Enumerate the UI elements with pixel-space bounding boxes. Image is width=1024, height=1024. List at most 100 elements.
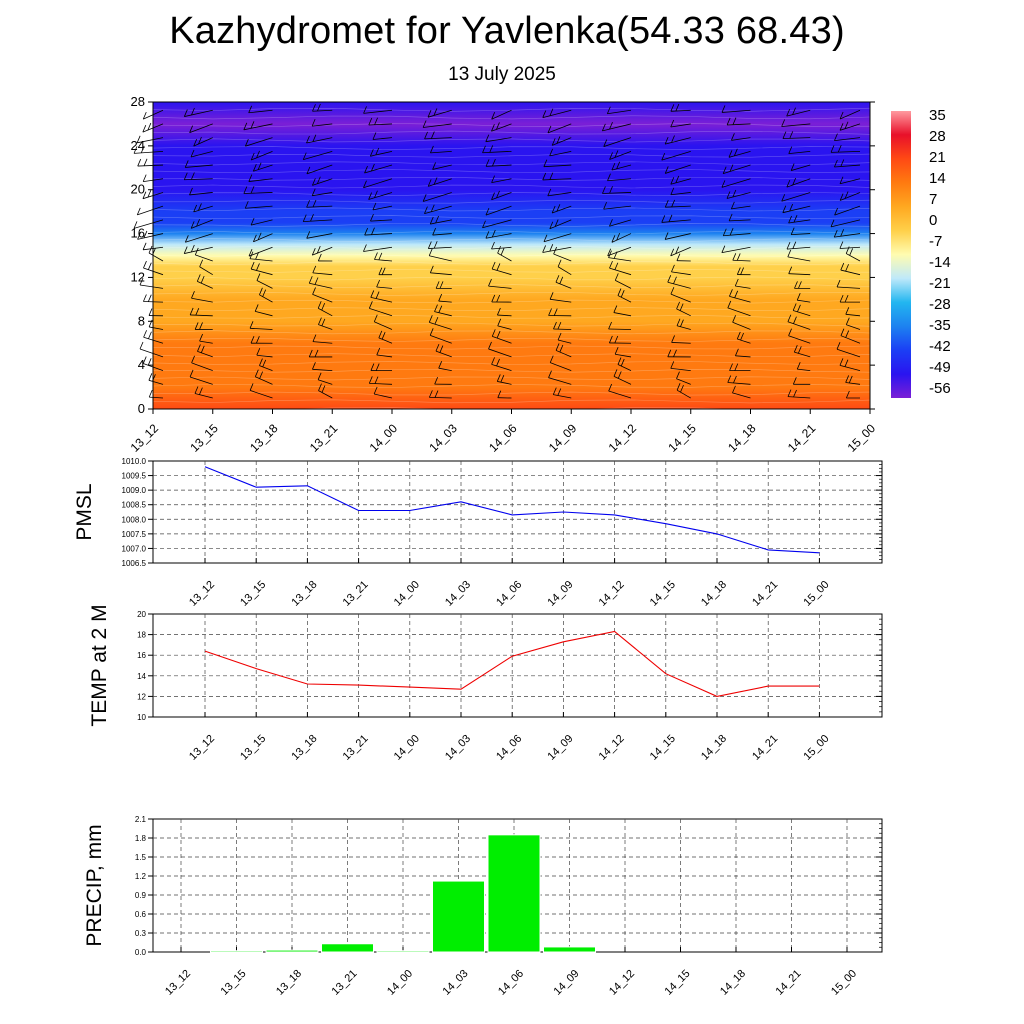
barb-flag <box>314 349 319 358</box>
barb-flag <box>317 372 322 380</box>
y-tick-label: 1.8 <box>135 834 147 843</box>
x-tick-label: 14_12 <box>597 733 627 763</box>
barb-shaft <box>424 205 452 215</box>
colorbar-label: -14 <box>929 254 951 271</box>
barb-flag <box>543 159 548 167</box>
x-tick-label: 14_00 <box>392 579 422 609</box>
x-tick-label: 13_18 <box>247 421 281 455</box>
barb-flag <box>834 207 838 216</box>
wind-barb <box>608 321 632 330</box>
wind-barb <box>249 383 273 399</box>
wind-barb <box>792 377 811 385</box>
wind-barb <box>368 301 393 317</box>
barb-flag <box>252 164 257 172</box>
wind-barb <box>781 119 811 127</box>
colorbar-label: -56 <box>929 380 951 397</box>
barb-shaft <box>249 327 273 330</box>
barb-shaft <box>184 246 213 254</box>
wind-barb <box>670 119 691 128</box>
barb-flag <box>603 139 608 147</box>
y-tick-label: 16 <box>137 651 146 660</box>
wind-barb <box>661 214 691 223</box>
wind-barb <box>607 173 632 182</box>
barb-flag <box>606 106 611 114</box>
barb-shaft <box>840 335 861 344</box>
barb-shaft <box>839 109 861 120</box>
barb-shaft <box>248 246 273 257</box>
barb-flag <box>793 389 797 398</box>
isotherm-line <box>152 107 871 112</box>
barb-flag <box>147 358 152 366</box>
wind-barb <box>491 122 512 132</box>
barb-flag <box>680 384 684 393</box>
barb-shaft <box>245 205 273 209</box>
barb-flag <box>189 369 194 378</box>
barb-flag <box>374 252 378 260</box>
barb-flag <box>661 152 666 161</box>
barb-flag <box>727 300 732 309</box>
barb-flag <box>559 344 564 353</box>
barb-flag <box>427 110 432 118</box>
wind-barb <box>834 133 861 142</box>
wind-barb <box>786 177 811 188</box>
y-tick-label: 1.5 <box>135 853 147 862</box>
barb-flag <box>556 136 561 144</box>
wind-barb <box>368 190 393 200</box>
barb-flag <box>374 117 378 125</box>
barb-flag <box>844 121 849 129</box>
wind-barb <box>488 278 512 289</box>
wind-barb <box>248 174 273 182</box>
wind-barb <box>787 249 811 262</box>
wind-barb <box>253 232 273 243</box>
wind-barb <box>485 229 512 239</box>
x-tick-label: 13_12 <box>187 733 217 763</box>
barb-flag <box>485 134 490 142</box>
barb-flag <box>488 341 492 350</box>
barb-flag <box>617 288 622 296</box>
barb-flag <box>248 174 253 182</box>
wind-barb <box>363 106 393 114</box>
barb-shaft <box>303 150 333 161</box>
barb-flag <box>302 152 307 160</box>
pmsl-panel: 1006.5 1007.0 1007.5 1008.0 1008.5 1009.0 1009… <box>73 457 883 609</box>
barb-flag <box>199 259 204 267</box>
wind-barb <box>551 204 572 214</box>
barb-flag <box>609 152 613 160</box>
x-tick-label: 14_00 <box>385 968 415 998</box>
barb-flag <box>373 386 378 395</box>
barb-flag <box>787 389 792 397</box>
wind-barb <box>248 105 273 114</box>
barb-flag <box>793 215 798 223</box>
barb-flag <box>250 336 255 344</box>
barb-shaft <box>189 192 213 196</box>
barb-shaft <box>312 192 333 197</box>
wind-barb <box>435 343 452 358</box>
barb-flag <box>616 232 621 241</box>
barb-flag <box>557 332 562 341</box>
wind-barb <box>543 159 572 168</box>
barb-shaft <box>486 164 512 167</box>
wind-barb <box>736 267 751 276</box>
wind-barb <box>429 265 452 276</box>
barb-flag <box>836 342 841 350</box>
barb-flag <box>676 253 681 261</box>
wind-barb <box>376 279 393 289</box>
wind-barb <box>548 308 572 317</box>
wind-barb <box>311 246 333 256</box>
barb-flag <box>664 136 669 145</box>
wind-barb <box>312 103 333 112</box>
barb-flag <box>845 375 850 383</box>
barb-flag <box>609 186 613 194</box>
barb-flag <box>257 162 262 170</box>
barb-flag <box>139 277 144 286</box>
barb-flag <box>670 119 675 128</box>
barb-flag <box>722 228 727 236</box>
barb-flag <box>378 330 383 339</box>
barb-flag <box>137 232 141 240</box>
wind-barb <box>491 294 512 303</box>
y-tick-label: 24 <box>131 138 145 153</box>
barb-shaft <box>423 192 452 202</box>
barb-flag <box>189 307 194 316</box>
barb-flag <box>735 348 739 356</box>
barb-shaft <box>839 192 861 201</box>
